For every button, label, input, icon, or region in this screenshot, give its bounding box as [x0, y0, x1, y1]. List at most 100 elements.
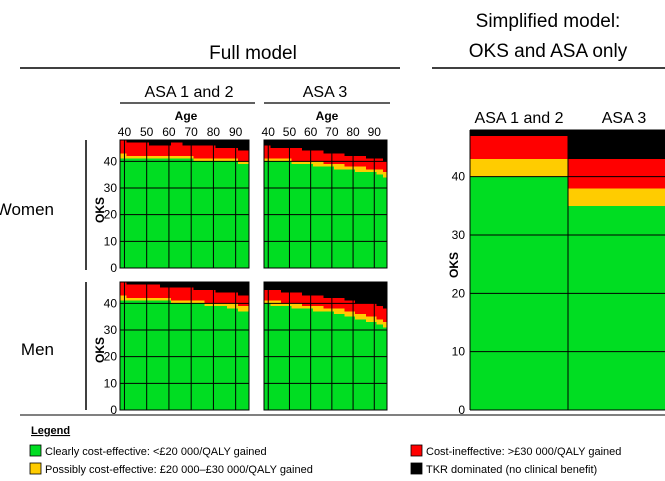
cost-effective-cell	[312, 166, 324, 268]
oks-tick-label: 30	[104, 181, 118, 195]
possibly-cost-effective-cell	[171, 156, 183, 159]
cost-ineffective-cell	[270, 290, 281, 301]
oks-tick-label: 0	[110, 403, 117, 417]
cost-effective-cell	[244, 311, 249, 410]
legend-swatch-cost-effective	[29, 444, 42, 457]
cost-effective-cell	[244, 164, 249, 268]
cost-effective-cell	[270, 306, 281, 410]
cost-effective-cell	[333, 314, 345, 410]
possibly-cost-effective-cell	[160, 156, 172, 159]
possibly-cost-effective-cell	[244, 161, 249, 164]
age-tick-label: 50	[283, 125, 297, 139]
possibly-cost-effective-cell	[237, 161, 245, 164]
possibly-cost-effective-cell	[204, 158, 216, 162]
panel-women-asa3	[263, 139, 388, 269]
y-axis-title-men: OKS	[93, 337, 107, 363]
possibly-cost-effective-cell	[171, 300, 183, 304]
cost-ineffective-cell	[365, 303, 377, 317]
cost-ineffective-cell	[204, 145, 216, 159]
cost-effective-cell	[126, 300, 138, 410]
cost-ineffective-cell	[568, 159, 665, 189]
cost-ineffective-cell	[264, 290, 271, 301]
cost-ineffective-cell	[137, 142, 149, 156]
cost-ineffective-cell	[204, 290, 216, 304]
possibly-cost-effective-cell	[148, 298, 161, 301]
cost-effective-cell	[302, 308, 313, 410]
simplified-y-axis-title: OKS	[447, 252, 461, 278]
cost-ineffective-cell	[120, 140, 127, 154]
oks-tick-label: 40	[104, 296, 118, 310]
cost-effective-cell	[333, 169, 345, 268]
oks-tick-label: 20	[452, 286, 466, 300]
cost-ineffective-cell	[226, 148, 238, 159]
simplified-col-header-asa3: ASA 3	[602, 110, 647, 127]
oks-tick-label: 20	[104, 208, 118, 222]
age-tick-label: 70	[325, 125, 339, 139]
cost-ineffective-cell	[215, 148, 227, 159]
cost-effective-cell	[182, 158, 194, 268]
panel-border	[119, 139, 250, 269]
possibly-cost-effective-cell	[312, 306, 324, 312]
col-header-asa12: ASA 1 and 2	[145, 84, 234, 101]
oks-tick-label: 30	[104, 323, 118, 337]
oks-tick-label: 10	[452, 345, 466, 359]
cost-effective-cell	[204, 306, 216, 410]
age-tick-label: 80	[207, 125, 221, 139]
age-tick-label: 60	[304, 125, 318, 139]
oks-tick-label: 0	[458, 403, 465, 417]
possibly-cost-effective-cell	[280, 303, 292, 306]
possibly-cost-effective-cell	[182, 156, 194, 159]
possibly-cost-effective-cell	[226, 303, 238, 309]
possibly-cost-effective-cell	[333, 164, 345, 170]
y-tick-labels-men: 0 10 20 30 40	[104, 296, 118, 417]
age-axis-title-asa12: Age	[175, 109, 198, 123]
oks-tick-label: 10	[104, 376, 118, 390]
possibly-cost-effective-cell	[264, 158, 271, 162]
cost-ineffective-cell	[312, 150, 324, 162]
y-axis-title-women: OKS	[93, 197, 107, 223]
possibly-cost-effective-cell	[148, 156, 161, 159]
possibly-cost-effective-cell	[365, 169, 377, 172]
legend-swatch-possibly-cost-effective	[29, 462, 42, 475]
cost-effective-cell	[382, 327, 387, 410]
possibly-cost-effective-cell	[204, 303, 216, 306]
panel-simplified-model	[469, 129, 665, 411]
cost-effective-cell	[160, 300, 172, 410]
cost-ineffective-cell	[376, 306, 383, 320]
oks-tick-label: 30	[452, 228, 466, 242]
cost-effective-cell	[120, 158, 127, 268]
cost-ineffective-cell	[244, 150, 249, 162]
oks-tick-label: 10	[104, 234, 118, 248]
oks-tick-label: 40	[452, 170, 466, 184]
possibly-cost-effective-cell	[126, 156, 138, 159]
cost-effective-cell	[226, 308, 238, 410]
cost-ineffective-cell	[182, 145, 194, 156]
cost-ineffective-cell	[120, 282, 127, 296]
possibly-cost-effective-cell	[382, 322, 387, 328]
possibly-cost-effective-cell	[323, 308, 334, 312]
possibly-cost-effective-cell	[137, 298, 149, 301]
age-tick-label: 60	[162, 125, 176, 139]
panel-border	[263, 281, 388, 411]
cost-effective-cell	[160, 158, 172, 268]
cost-ineffective-cell	[365, 158, 377, 170]
cost-effective-cell	[312, 311, 324, 410]
possibly-cost-effective-cell	[215, 303, 227, 306]
cost-ineffective-cell	[193, 290, 205, 301]
cost-ineffective-cell	[323, 153, 334, 164]
cost-effective-cell	[355, 172, 366, 268]
oks-tick-label: 0	[110, 261, 117, 275]
legend-swatch-cost-ineffective	[410, 444, 423, 457]
possibly-cost-effective-cell	[280, 158, 292, 162]
possibly-cost-effective-cell	[193, 300, 205, 304]
cost-ineffective-cell	[171, 287, 183, 301]
row-label-men: Men	[21, 340, 54, 359]
cost-ineffective-cell	[237, 295, 245, 306]
cost-ineffective-cell	[470, 135, 568, 160]
cost-ineffective-cell	[160, 287, 172, 298]
age-axis-title-asa3: Age	[316, 109, 339, 123]
cost-ineffective-cell	[382, 308, 387, 322]
age-tick-label: 90	[229, 125, 243, 139]
possibly-cost-effective-cell	[344, 166, 356, 170]
legend-label-possibly-cost-effective: Possibly cost-effective: £20 000–£30 000…	[45, 464, 313, 476]
